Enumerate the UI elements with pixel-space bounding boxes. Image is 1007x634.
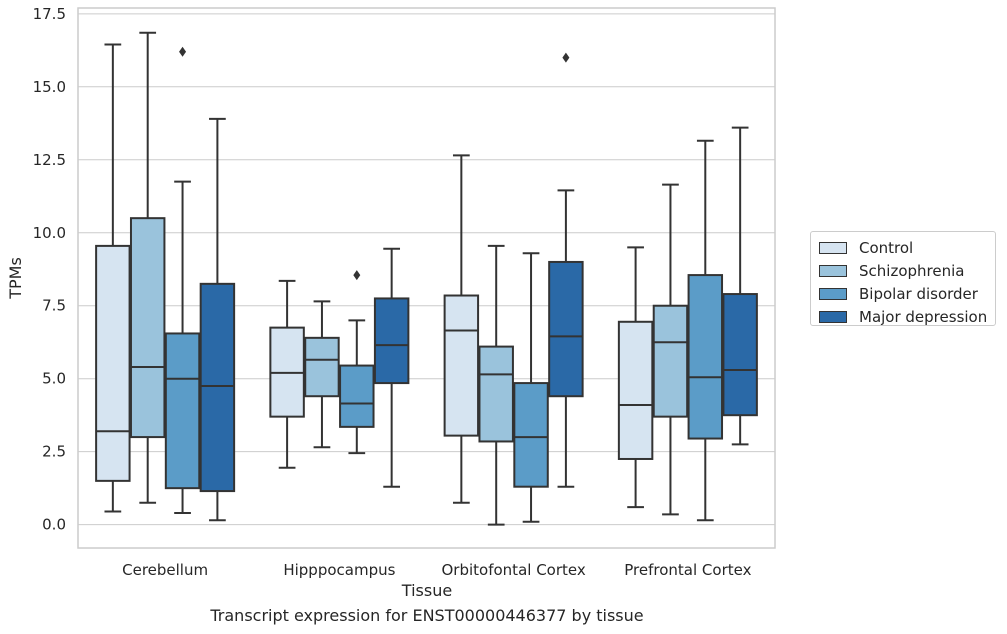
box — [164, 332, 201, 490]
box — [513, 382, 549, 488]
legend-item-control: Control — [819, 236, 995, 259]
legend-swatch — [819, 310, 847, 323]
legend-item-bipolar-disorder: Bipolar disorder — [819, 282, 995, 305]
legend-swatch — [819, 264, 847, 277]
x-axis-title: Tissue — [401, 581, 452, 600]
box — [687, 274, 724, 440]
y-axis-title: TPMs — [6, 257, 25, 300]
legend: Control Schizophrenia Bipolar disorder M… — [810, 231, 996, 326]
legend-swatch — [819, 241, 847, 254]
legend-label: Bipolar disorder — [859, 284, 978, 303]
box — [304, 336, 340, 398]
y-tick-label: 5.0 — [42, 370, 66, 388]
legend-item-schizophrenia: Schizophrenia — [819, 259, 995, 282]
box — [652, 304, 689, 418]
outlier-point — [562, 52, 570, 63]
plot-frame — [77, 7, 776, 549]
box — [95, 244, 131, 482]
y-tick-label: 0.0 — [42, 516, 66, 534]
box — [722, 293, 758, 417]
x-tick-label: Hipppocampus — [283, 561, 395, 579]
y-tick-label: 2.5 — [42, 443, 66, 461]
box — [339, 364, 375, 428]
legend-item-major-depression: Major depression — [819, 305, 995, 328]
legend-label: Control — [859, 238, 914, 257]
outlier-point — [353, 270, 361, 281]
box — [443, 294, 480, 437]
x-tick-label: Cerebellum — [122, 561, 208, 579]
box — [129, 217, 166, 439]
chart-caption: Transcript expression for ENST0000044637… — [210, 606, 644, 625]
y-tick-label: 7.5 — [42, 297, 66, 315]
x-tick-label: Prefrontal Cortex — [624, 561, 751, 579]
x-tick-label: Orbitofontal Cortex — [442, 561, 586, 579]
y-tick-label: 12.5 — [33, 151, 66, 169]
y-tick-label: 15.0 — [33, 78, 66, 96]
box — [199, 282, 236, 493]
box — [373, 297, 410, 385]
y-tick-label: 10.0 — [33, 224, 66, 242]
box — [478, 345, 514, 443]
legend-swatch — [819, 287, 847, 300]
y-tick-label: 17.5 — [33, 5, 66, 23]
legend-label: Major depression — [859, 307, 988, 326]
box — [617, 320, 654, 460]
legend-label: Schizophrenia — [859, 261, 965, 280]
outlier-point — [179, 46, 187, 57]
box — [548, 260, 584, 398]
